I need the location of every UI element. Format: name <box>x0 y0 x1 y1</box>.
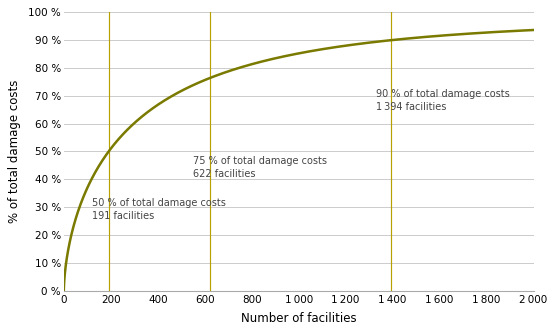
Text: 75 % of total damage costs
622 facilities: 75 % of total damage costs 622 facilitie… <box>193 156 327 179</box>
Text: 50 % of total damage costs
191 facilities: 50 % of total damage costs 191 facilitie… <box>92 198 226 221</box>
X-axis label: Number of facilities: Number of facilities <box>241 312 356 325</box>
Y-axis label: % of total damage costs: % of total damage costs <box>8 80 21 223</box>
Text: 90 % of total damage costs
1 394 facilities: 90 % of total damage costs 1 394 facilit… <box>376 89 510 113</box>
